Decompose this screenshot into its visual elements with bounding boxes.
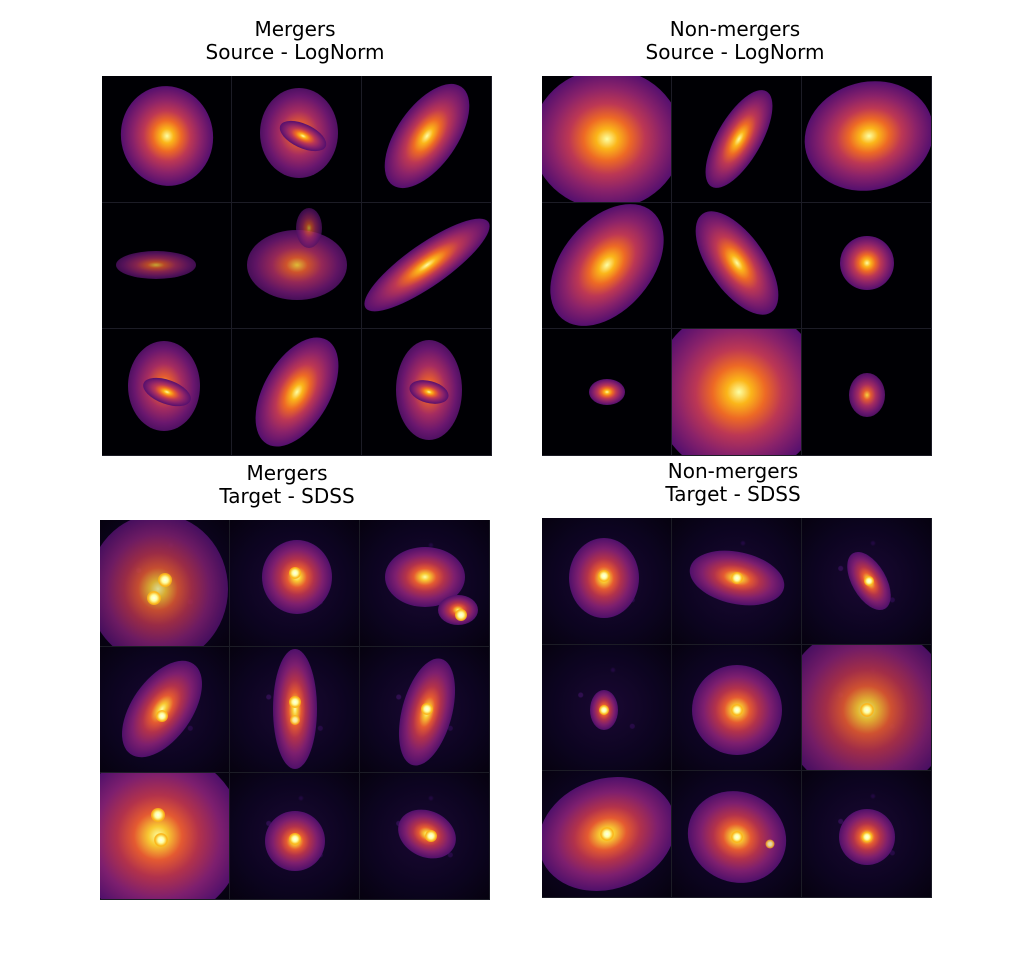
image-grid-nonmergers-source (542, 76, 932, 456)
panel-title-nonmergers-source: Non-mergers Source - LogNorm (540, 18, 930, 64)
image-grid-mergers-source (102, 76, 492, 456)
image-grid-mergers-target (100, 520, 490, 900)
galaxy-thumbnail (100, 646, 230, 774)
panel-title-line2: Source - LogNorm (645, 40, 825, 64)
panel-title-line2: Source - LogNorm (205, 40, 385, 64)
panel-title-line1: Non-mergers (669, 17, 801, 41)
galaxy-thumbnail (672, 329, 802, 456)
galaxy-thumbnail (360, 520, 490, 647)
galaxy-thumbnail (362, 329, 492, 456)
galaxy-thumbnail (802, 771, 932, 898)
panel-title-mergers-target: Mergers Target - SDSS (92, 462, 482, 508)
galaxy-thumbnail (542, 329, 672, 456)
galaxy-thumbnail (542, 76, 672, 203)
galaxy-thumbnail (542, 518, 672, 645)
galaxy-thumbnail (230, 773, 360, 900)
galaxy-thumbnail (362, 76, 492, 203)
galaxy-thumbnail (230, 646, 360, 774)
galaxy-thumbnail (802, 329, 932, 456)
panel-title-line1: Mergers (246, 461, 328, 485)
galaxy-thumbnail (232, 202, 362, 330)
panel-title-mergers-source: Mergers Source - LogNorm (100, 18, 490, 64)
galaxy-thumbnail (542, 771, 672, 898)
galaxy-thumbnail (360, 646, 490, 774)
galaxy-thumbnail (672, 202, 802, 330)
panel-title-line1: Non-mergers (667, 459, 799, 483)
galaxy-thumbnail (672, 771, 802, 898)
galaxy-thumbnail (802, 518, 932, 645)
galaxy-thumbnail (802, 202, 932, 330)
galaxy-thumbnail (232, 329, 362, 456)
galaxy-thumbnail (672, 518, 802, 645)
galaxy-thumbnail (802, 76, 932, 203)
galaxy-thumbnail (102, 202, 232, 330)
galaxy-thumbnail (542, 202, 672, 330)
panel-title-line1: Mergers (254, 17, 336, 41)
galaxy-thumbnail (802, 644, 932, 772)
galaxy-thumbnail (542, 644, 672, 772)
galaxy-thumbnail (102, 76, 232, 203)
galaxy-thumbnail (672, 644, 802, 772)
galaxy-thumbnail (102, 329, 232, 456)
panel-title-line2: Target - SDSS (219, 484, 355, 508)
galaxy-thumbnail (672, 76, 802, 203)
panel-title-line2: Target - SDSS (665, 482, 801, 506)
galaxy-thumbnail (360, 773, 490, 900)
galaxy-thumbnail (230, 520, 360, 647)
image-grid-nonmergers-target (542, 518, 932, 898)
galaxy-thumbnail (362, 202, 492, 330)
panel-title-nonmergers-target: Non-mergers Target - SDSS (538, 460, 928, 506)
galaxy-thumbnail (100, 520, 230, 647)
galaxy-thumbnail (100, 773, 230, 900)
galaxy-thumbnail (232, 76, 362, 203)
